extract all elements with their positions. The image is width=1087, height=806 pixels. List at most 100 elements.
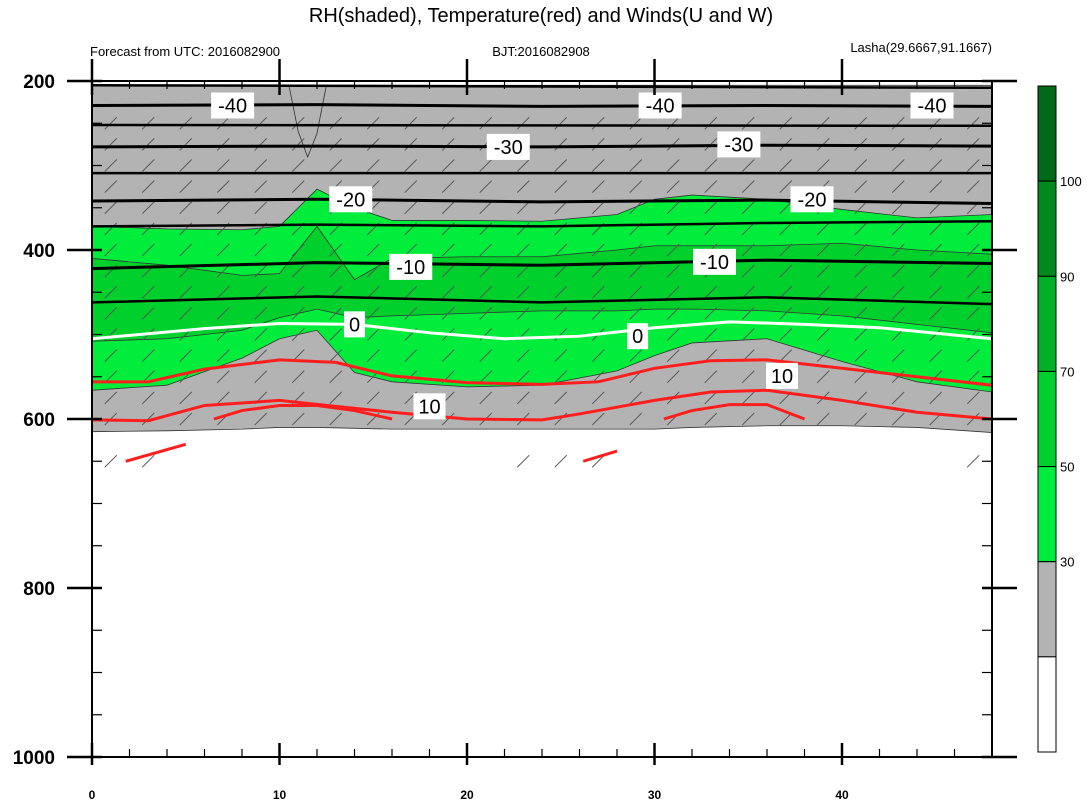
wind-barb	[216, 370, 230, 384]
wind-barb	[404, 349, 418, 362]
wind-barb	[366, 307, 380, 320]
wind-barb	[966, 307, 980, 320]
wind-barb	[966, 391, 980, 405]
wind-barb	[816, 222, 830, 236]
contour-label: -20	[798, 189, 827, 211]
wind-barb	[779, 285, 793, 299]
wind-barb	[216, 307, 230, 320]
wind-barb	[366, 349, 380, 362]
wind-barb	[854, 159, 868, 172]
wind-barb	[404, 116, 418, 130]
wind-barb	[629, 391, 643, 405]
wind-barb	[291, 159, 305, 172]
wind-barb	[704, 307, 718, 320]
wind-barb	[404, 138, 418, 151]
contour-label-box	[344, 311, 365, 338]
wind-barb	[254, 285, 268, 299]
wind-barb	[516, 454, 530, 468]
wind-barb	[479, 328, 493, 341]
wind-barb	[929, 264, 943, 278]
wind-barb	[966, 116, 980, 130]
wind-barb	[516, 201, 530, 215]
wind-barb	[479, 201, 493, 215]
wind-barb	[554, 180, 568, 193]
y-tick-label: 400	[23, 241, 55, 262]
wind-barb	[891, 370, 905, 384]
wind-barb	[141, 201, 155, 215]
wind-barb	[291, 201, 305, 215]
temperature-contours	[91, 83, 993, 463]
wind-barb	[666, 349, 680, 362]
wind-barb	[741, 159, 755, 172]
wind-barb	[741, 222, 755, 236]
wind-barb	[516, 180, 530, 193]
contour-label: 10	[771, 366, 793, 388]
wind-barb	[291, 264, 305, 278]
contour-line-6	[213, 403, 393, 421]
wind-barb	[779, 201, 793, 215]
wind-barbs	[104, 116, 980, 468]
wind-barb	[479, 243, 493, 257]
wind-barb	[554, 243, 568, 257]
wind-barb	[329, 159, 343, 172]
station-label: Lasha(29.6667,91.1667)	[850, 40, 992, 55]
wind-barb	[329, 391, 343, 405]
wind-barb	[741, 307, 755, 320]
chart-title: RH(shaded), Temperature(red) and Winds(U…	[309, 5, 773, 27]
wind-barb	[254, 328, 268, 341]
wind-barb	[929, 243, 943, 257]
wind-barb	[779, 328, 793, 341]
wind-barb	[329, 264, 343, 278]
wind-barb	[966, 180, 980, 193]
wind-barb	[741, 412, 755, 426]
wind-barb	[179, 412, 193, 426]
wind-barb	[291, 328, 305, 341]
wind-barb	[366, 285, 380, 299]
wind-barb	[254, 116, 268, 130]
contour-line-9	[582, 449, 618, 463]
wind-barb	[854, 328, 868, 341]
wind-barb	[629, 307, 643, 320]
wind-barb	[441, 349, 455, 362]
wind-barb	[104, 159, 118, 172]
wind-barb	[291, 370, 305, 384]
wind-barb	[591, 201, 605, 215]
wind-barb	[179, 180, 193, 193]
wind-barb	[779, 222, 793, 236]
temperature-contour--20	[91, 197, 993, 206]
contour-label-box	[717, 131, 761, 158]
wind-barb	[854, 349, 868, 362]
wind-barb	[779, 412, 793, 426]
wind-barb	[554, 138, 568, 151]
wind-barb	[291, 412, 305, 426]
contour-line-5	[91, 388, 993, 423]
wind-barb	[254, 307, 268, 320]
wind-barb	[329, 349, 343, 362]
wind-barb	[741, 180, 755, 193]
wind-barb	[966, 349, 980, 362]
wind-barb	[554, 328, 568, 341]
wind-barb	[254, 201, 268, 215]
wind-barb	[179, 349, 193, 362]
wind-barb	[479, 307, 493, 320]
wind-barb	[441, 264, 455, 278]
wind-barb	[216, 285, 230, 299]
wind-barb	[666, 243, 680, 257]
wind-barb	[516, 243, 530, 257]
wind-barb	[966, 370, 980, 384]
contour-label-box	[790, 186, 834, 213]
wind-barb	[704, 349, 718, 362]
colorbar-cell	[1037, 656, 1057, 753]
contour-label-box	[693, 248, 736, 275]
wind-barb	[816, 328, 830, 341]
wind-barb	[366, 328, 380, 341]
wind-barb	[404, 159, 418, 172]
wind-barb	[891, 412, 905, 426]
wind-barb	[441, 201, 455, 215]
wind-barb	[441, 138, 455, 151]
wind-barb	[666, 285, 680, 299]
wind-barb	[591, 116, 605, 130]
wind-barb	[666, 159, 680, 172]
wind-barb	[929, 159, 943, 172]
